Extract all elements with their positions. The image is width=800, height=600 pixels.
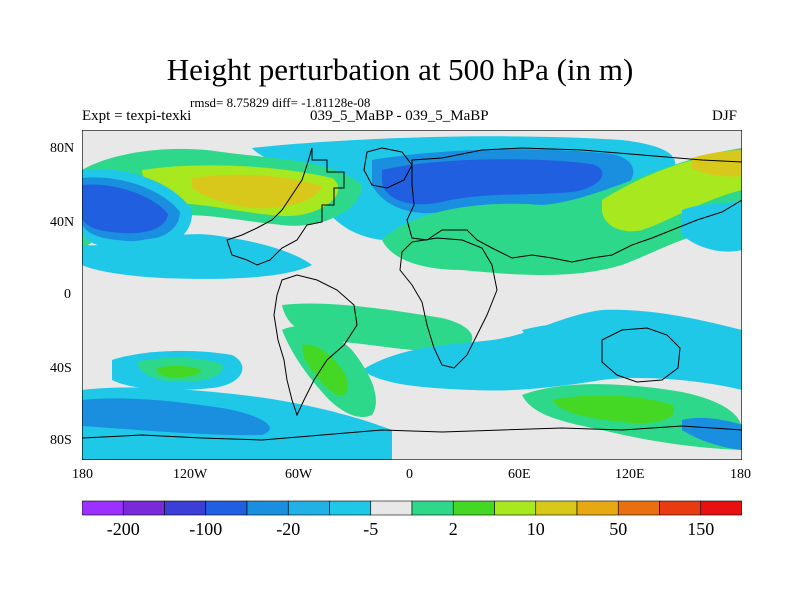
colorbar-swatch (411, 500, 454, 516)
field-sh-bottom-lightblue (82, 398, 270, 436)
colorbar-swatch (329, 500, 372, 516)
colorbar-label: -200 (107, 519, 140, 539)
colorbar-label: -100 (189, 519, 222, 539)
field-nh-olive-right (692, 150, 742, 177)
field-nh-olive-left (192, 174, 322, 209)
lon-label-180w: 180 (72, 467, 93, 482)
coastline-south-america (273, 274, 358, 417)
lon-label-120w: 120W (173, 467, 208, 482)
colorbar-swatch (164, 500, 207, 516)
colorbar-swatch (659, 500, 702, 516)
colorbar-swatch (700, 500, 742, 516)
colorbar-swatch (370, 500, 413, 516)
plot-title: Height perturbation at 500 hPa (in m) (166, 52, 634, 87)
lat-label-80n: 80N (50, 141, 75, 156)
colorbar-swatch (246, 500, 289, 516)
lat-label-40s: 40S (50, 361, 72, 376)
colorbar-swatch (494, 500, 537, 516)
field-se-lightblue (682, 417, 742, 450)
field-sw-lightgreen (156, 365, 202, 378)
colorbar-swatch (535, 500, 578, 516)
comparison-label: 039_5_MaBP - 039_5_MaBP (310, 108, 489, 124)
colorbar-label: 10 (527, 519, 545, 539)
contour-map (82, 130, 742, 460)
lon-label-180e: 180 (730, 467, 751, 482)
stats-text: rmsd= 8.75829 diff= -1.81128e-08 (190, 95, 371, 110)
lon-label-0: 0 (406, 467, 413, 482)
colorbar-swatch (205, 500, 248, 516)
colorbar-label: -20 (276, 519, 300, 539)
field-nh-cyan-lower (82, 234, 312, 279)
experiment-label: Expt = texpi-texki (82, 108, 192, 124)
field-sh-lightgreen-center (302, 344, 348, 396)
colorbar-label: 150 (687, 519, 714, 539)
colorbar-label: 50 (609, 519, 627, 539)
field-nh-blue-core (382, 159, 603, 205)
colorbar-swatch (82, 500, 124, 516)
lat-label-80s: 80S (50, 433, 72, 448)
lat-label-eq: 0 (64, 287, 71, 302)
lon-label-60e: 60E (508, 467, 531, 482)
field-se-lightgreen (552, 395, 674, 424)
colorbar-label: 2 (449, 519, 458, 539)
coastline-greenland (363, 147, 413, 189)
coastline-australia (601, 327, 681, 383)
colorbar-swatch (452, 500, 495, 516)
lon-label-60w: 60W (285, 467, 313, 482)
coastline-north-america (226, 147, 345, 266)
colorbar-swatch (122, 500, 165, 516)
coastline-antarctica (82, 425, 742, 441)
colorbar-label: -5 (363, 519, 378, 539)
colorbar: -200 -100 -20 -5 2 10 50 150 (82, 500, 742, 539)
colorbar-swatch (287, 500, 330, 516)
lat-label-40n: 40N (50, 215, 75, 230)
field-eq-cyan-right (522, 321, 722, 363)
season-label: DJF (712, 108, 738, 124)
colorbar-swatch (576, 500, 619, 516)
colorbar-swatch (617, 500, 660, 516)
lon-label-120e: 120E (615, 467, 645, 482)
field-ne-cyan (682, 200, 742, 252)
coastline-africa (399, 237, 498, 369)
field-nw-blue (82, 184, 168, 234)
